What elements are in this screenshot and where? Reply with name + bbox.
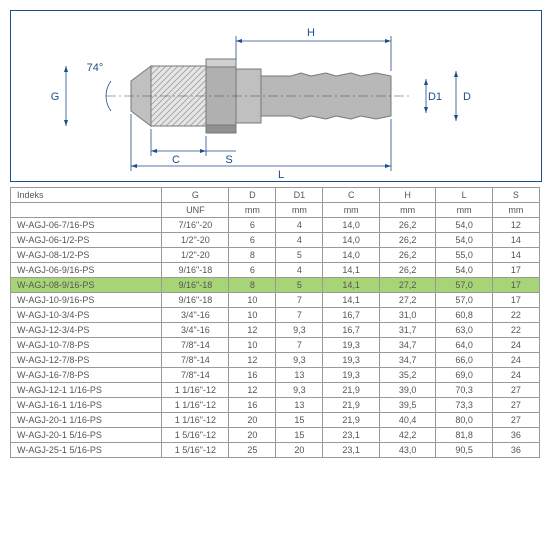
table-row: W-AGJ-06-7/16-PS7/16"-206414,026,254,012 [11, 218, 540, 233]
table-body: W-AGJ-06-7/16-PS7/16"-206414,026,254,012… [11, 218, 540, 458]
label-angle: 74° [87, 62, 104, 74]
label-S: S [225, 154, 232, 166]
table-row: W-AGJ-12-1 1/16-PS1 1/16"-12129,321,939,… [11, 383, 540, 398]
label-G: G [51, 91, 60, 103]
table-row: W-AGJ-06-9/16-PS9/16"-186414,126,254,017 [11, 263, 540, 278]
table-row: W-AGJ-16-7/8-PS7/8"-14161319,335,269,024 [11, 368, 540, 383]
label-D: D [463, 91, 471, 103]
label-C: C [172, 154, 180, 166]
table-row: W-AGJ-12-3/4-PS3/4"-16129,316,731,763,02… [11, 323, 540, 338]
table-row: W-AGJ-08-1/2-PS1/2"-208514,026,255,014 [11, 248, 540, 263]
table-row: W-AGJ-10-9/16-PS9/16"-1810714,127,257,01… [11, 293, 540, 308]
table-row: W-AGJ-16-1 1/16-PS1 1/16"-12161321,939,5… [11, 398, 540, 413]
table-row: W-AGJ-25-1 5/16-PS1 5/16"-12252023,143,0… [11, 443, 540, 458]
spec-table: IndeksGDD1CHLS UNFmmmmmmmmmmmm W-AGJ-06-… [10, 187, 540, 458]
table-row: W-AGJ-20-1 5/16-PS1 5/16"-12201523,142,2… [11, 428, 540, 443]
label-D1: D1 [428, 91, 442, 103]
header-row: IndeksGDD1CHLS [11, 188, 540, 203]
label-L: L [278, 169, 284, 181]
table-row: W-AGJ-08-9/16-PS9/16"-188514,127,257,017 [11, 278, 540, 293]
table-row: W-AGJ-20-1 1/16-PS1 1/16"-12201521,940,4… [11, 413, 540, 428]
table-row: W-AGJ-10-7/8-PS7/8"-1410719,334,764,024 [11, 338, 540, 353]
fitting-diagram: H C S L G D D1 74° [10, 10, 542, 182]
table-row: W-AGJ-06-1/2-PS1/2"-206414,026,254,014 [11, 233, 540, 248]
units-row: UNFmmmmmmmmmmmm [11, 203, 540, 218]
table-row: W-AGJ-10-3/4-PS3/4"-1610716,731,060,822 [11, 308, 540, 323]
table-row: W-AGJ-12-7/8-PS7/8"-14129,319,334,766,02… [11, 353, 540, 368]
label-H: H [307, 27, 315, 39]
